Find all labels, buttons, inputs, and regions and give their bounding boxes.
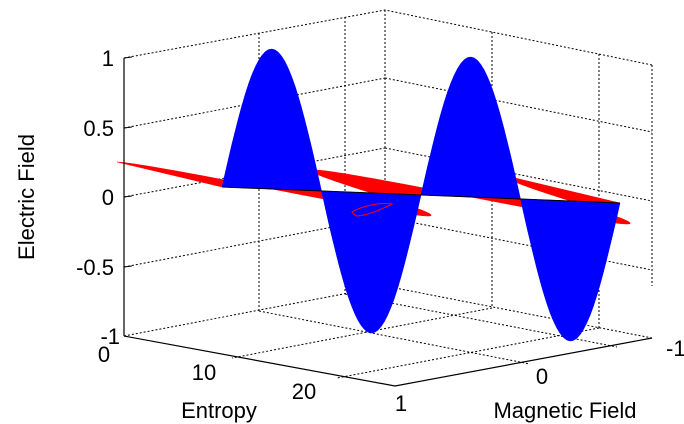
axis-y-line — [394, 337, 653, 387]
z-tick-labels: 1 0.5 0 -0.5 -1 — [76, 46, 120, 349]
x-tick-label: 20 — [292, 379, 316, 404]
y-tick-label: -1 — [666, 336, 684, 361]
x-axis-label: Entropy — [181, 398, 257, 423]
back-wall-top-edge — [123, 9, 653, 66]
z-tick-label: 0.5 — [83, 116, 114, 141]
z-tick-mark-05 — [123, 126, 133, 129]
y-tick-label: 1 — [395, 391, 407, 416]
z-tick-mark-0 — [123, 195, 133, 198]
grid-z-0-right — [384, 147, 653, 202]
y-axis-label: Magnetic Field — [493, 398, 636, 423]
grid-floor-y-0 — [231, 307, 493, 359]
y-tick-labels: 1 0 -1 — [395, 336, 684, 416]
magnetic-field-loop — [351, 203, 394, 217]
axis-x-line — [123, 335, 396, 387]
grid-z-05-right — [384, 77, 653, 133]
z-tick-mark-m05 — [123, 265, 133, 268]
grid-floor-x-10 — [258, 310, 531, 365]
z-tick-label: -0.5 — [76, 255, 114, 280]
x-tick-label: 10 — [192, 360, 216, 385]
grid-floor-y-m1 — [336, 327, 600, 379]
z-tick-mark-1 — [123, 56, 133, 59]
x-tick-labels: 0 10 20 — [98, 342, 316, 404]
z-axis-label: Electric Field — [14, 134, 39, 260]
z-tick-marks — [123, 56, 133, 268]
y-tick-label: 0 — [536, 364, 548, 389]
z-tick-label: -1 — [100, 324, 120, 349]
x-tick-label: 0 — [98, 342, 110, 367]
grid-z-m05-right — [384, 216, 653, 271]
surfaces — [116, 48, 631, 342]
z-tick-label: 1 — [102, 46, 114, 71]
z-tick-label: 0 — [102, 185, 114, 210]
propagation-axis-line — [221, 186, 621, 204]
